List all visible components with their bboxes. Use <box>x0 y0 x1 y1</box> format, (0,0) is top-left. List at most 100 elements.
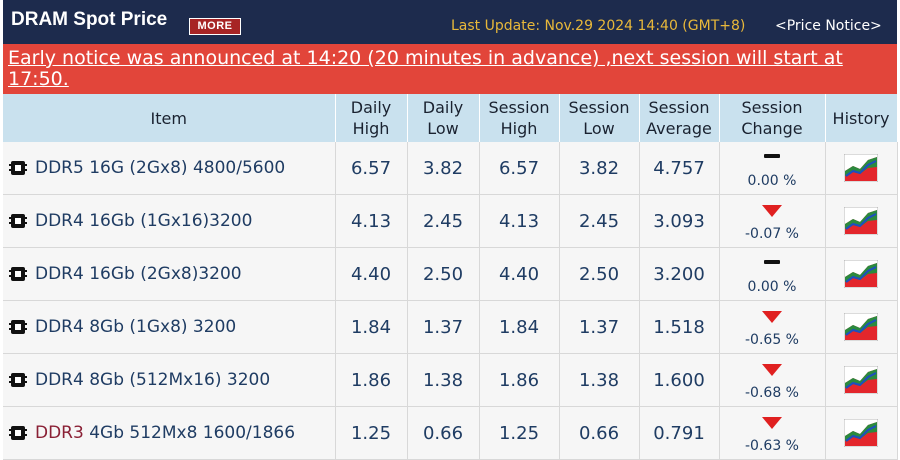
header-bar: DRAM Spot Price MORE Last Update: Nov.29… <box>3 0 897 44</box>
more-button[interactable]: MORE <box>189 18 241 35</box>
col-session-change: Session Change <box>719 94 826 142</box>
session-high-cell: 1.25 <box>479 406 560 460</box>
history-chart-icon[interactable] <box>844 419 878 447</box>
memory-chip-icon <box>9 423 35 443</box>
session-average-cell: 1.600 <box>639 353 720 407</box>
session-low-cell: 1.37 <box>559 300 640 354</box>
daily-high-cell: 4.13 <box>335 194 408 248</box>
item-name[interactable]: DDR4 8Gb (1Gx8) 3200 <box>35 317 237 337</box>
daily-low-cell: 1.38 <box>407 353 480 407</box>
item-name[interactable]: DDR4 16Gb (1Gx16)3200 <box>35 211 253 231</box>
history-cell[interactable] <box>825 406 898 460</box>
flat-dash-icon <box>764 260 780 264</box>
col-item: Item <box>3 94 336 142</box>
daily-high-cell: 6.57 <box>335 142 408 195</box>
session-change-cell: -0.63 % <box>719 406 826 460</box>
price-notice-link[interactable]: <Price Notice> <box>775 18 882 34</box>
page-title: DRAM Spot Price <box>11 9 168 30</box>
history-cell[interactable] <box>825 142 898 195</box>
session-average-cell: 4.757 <box>639 142 720 195</box>
daily-low-cell: 3.82 <box>407 142 480 195</box>
daily-low-cell: 2.45 <box>407 194 480 248</box>
item-cell[interactable]: DDR3 4Gb 512Mx8 1600/1866 <box>3 406 336 460</box>
history-chart-icon[interactable] <box>844 207 878 235</box>
table-body: DDR5 16G (2Gx8) 4800/5600 6.57 3.82 6.57 3.8… <box>3 142 898 460</box>
flat-dash-icon <box>764 154 780 158</box>
down-arrow-icon <box>762 413 782 434</box>
col-daily-low: Daily Low <box>407 94 480 142</box>
daily-high-cell: 4.40 <box>335 247 408 301</box>
memory-chip-icon <box>9 264 35 284</box>
history-cell[interactable] <box>825 353 898 407</box>
daily-high-cell: 1.84 <box>335 300 408 354</box>
memory-chip-icon <box>9 317 35 337</box>
table-row: DDR5 16G (2Gx8) 4800/5600 6.57 3.82 6.57 3.8… <box>3 142 898 195</box>
item-prefix: DDR3 <box>35 423 84 443</box>
item-cell[interactable]: DDR4 16Gb (2Gx8)3200 <box>3 247 336 301</box>
table-row: DDR4 16Gb (2Gx8)3200 4.40 2.50 4.40 2.50 3.20… <box>3 247 898 301</box>
session-average-cell: 0.791 <box>639 406 720 460</box>
col-history: History <box>825 94 898 142</box>
dram-spot-price-widget: DRAM Spot Price MORE Last Update: Nov.29… <box>3 0 898 460</box>
early-notice-banner: Early notice was announced at 14:20 (20 … <box>3 44 897 94</box>
history-chart-icon[interactable] <box>844 366 878 394</box>
history-cell[interactable] <box>825 194 898 248</box>
history-cell[interactable] <box>825 247 898 301</box>
price-table: Item Daily High Daily Low Session High Sess… <box>3 94 898 460</box>
change-percent: 0.00 % <box>747 279 797 295</box>
daily-low-cell: 0.66 <box>407 406 480 460</box>
item-name[interactable]: DDR5 16G (2Gx8) 4800/5600 <box>35 158 286 178</box>
table-row: DDR4 8Gb (1Gx8) 3200 1.84 1.37 1.84 1.37 1.51… <box>3 300 898 354</box>
item-name[interactable]: DDR4 8Gb (512Mx16) 3200 <box>35 370 271 390</box>
memory-chip-icon <box>9 370 35 390</box>
item-cell[interactable]: DDR5 16G (2Gx8) 4800/5600 <box>3 142 336 195</box>
session-average-cell: 1.518 <box>639 300 720 354</box>
change-percent: -0.07 % <box>745 226 799 242</box>
history-chart-icon[interactable] <box>844 313 878 341</box>
down-arrow-icon <box>762 201 782 222</box>
table-header-row: Item Daily High Daily Low Session High Sess… <box>3 94 898 142</box>
session-high-cell: 4.40 <box>479 247 560 301</box>
session-high-cell: 1.86 <box>479 353 560 407</box>
session-low-cell: 2.50 <box>559 247 640 301</box>
memory-chip-icon <box>9 158 35 178</box>
session-change-cell: -0.68 % <box>719 353 826 407</box>
col-daily-high: Daily High <box>335 94 408 142</box>
history-cell[interactable] <box>825 300 898 354</box>
col-session-high: Session High <box>479 94 560 142</box>
memory-chip-icon <box>9 211 35 231</box>
daily-high-cell: 1.86 <box>335 353 408 407</box>
session-high-cell: 1.84 <box>479 300 560 354</box>
col-session-average: Session Average <box>639 94 720 142</box>
session-high-cell: 6.57 <box>479 142 560 195</box>
session-high-cell: 4.13 <box>479 194 560 248</box>
session-low-cell: 3.82 <box>559 142 640 195</box>
item-name[interactable]: DDR4 16Gb (2Gx8)3200 <box>35 264 242 284</box>
history-chart-icon[interactable] <box>844 154 878 182</box>
change-percent: -0.68 % <box>745 385 799 401</box>
session-low-cell: 2.45 <box>559 194 640 248</box>
item-cell[interactable]: DDR4 16Gb (1Gx16)3200 <box>3 194 336 248</box>
early-notice-link[interactable]: Early notice was announced at 14:20 (20 … <box>8 47 843 90</box>
down-arrow-icon <box>762 360 782 381</box>
change-percent: 0.00 % <box>747 173 797 189</box>
session-average-cell: 3.200 <box>639 247 720 301</box>
session-change-cell: -0.65 % <box>719 300 826 354</box>
last-update-text: Last Update: Nov.29 2024 14:40 (GMT+8) <box>451 18 746 34</box>
daily-high-cell: 1.25 <box>335 406 408 460</box>
table-row: DDR3 4Gb 512Mx8 1600/1866 1.25 0.66 1.25 0.6… <box>3 406 898 460</box>
change-percent: -0.63 % <box>745 438 799 454</box>
table-row: DDR4 8Gb (512Mx16) 3200 1.86 1.38 1.86 1.38 1… <box>3 353 898 407</box>
session-change-cell: 0.00 % <box>719 247 826 301</box>
item-cell[interactable]: DDR4 8Gb (512Mx16) 3200 <box>3 353 336 407</box>
session-low-cell: 0.66 <box>559 406 640 460</box>
session-change-cell: 0.00 % <box>719 142 826 195</box>
item-cell[interactable]: DDR4 8Gb (1Gx8) 3200 <box>3 300 336 354</box>
item-name[interactable]: 4Gb 512Mx8 1600/1866 <box>83 423 296 443</box>
session-average-cell: 3.093 <box>639 194 720 248</box>
session-change-cell: -0.07 % <box>719 194 826 248</box>
daily-low-cell: 2.50 <box>407 247 480 301</box>
daily-low-cell: 1.37 <box>407 300 480 354</box>
col-session-low: Session Low <box>559 94 640 142</box>
history-chart-icon[interactable] <box>844 260 878 288</box>
